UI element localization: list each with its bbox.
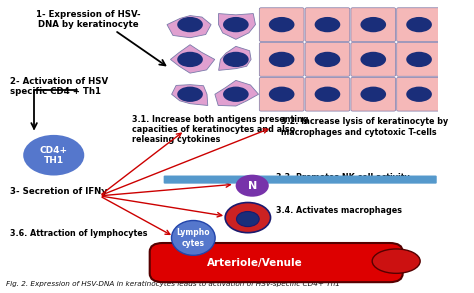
Ellipse shape	[223, 17, 249, 32]
Ellipse shape	[406, 52, 432, 67]
Ellipse shape	[223, 87, 249, 102]
Ellipse shape	[172, 221, 215, 255]
Text: 3- Secretion of IFNγ: 3- Secretion of IFNγ	[10, 187, 108, 196]
Text: Lympho
cytes: Lympho cytes	[176, 228, 210, 248]
FancyBboxPatch shape	[305, 77, 350, 111]
Polygon shape	[171, 45, 215, 73]
Ellipse shape	[269, 52, 294, 67]
Text: N: N	[247, 181, 257, 191]
FancyBboxPatch shape	[259, 77, 304, 111]
Circle shape	[23, 135, 84, 176]
Polygon shape	[219, 13, 255, 39]
Text: 3.6. Attraction of lymphocytes: 3.6. Attraction of lymphocytes	[10, 229, 147, 238]
FancyBboxPatch shape	[259, 42, 304, 76]
Ellipse shape	[177, 87, 203, 102]
Text: 3.4. Activates macrophages: 3.4. Activates macrophages	[276, 206, 402, 215]
FancyBboxPatch shape	[397, 8, 441, 41]
Text: 3.1. Increase both antigens presenting
capacities of keratinocytes and also
rele: 3.1. Increase both antigens presenting c…	[132, 115, 309, 144]
FancyBboxPatch shape	[305, 42, 350, 76]
FancyBboxPatch shape	[351, 77, 396, 111]
Ellipse shape	[406, 87, 432, 102]
FancyBboxPatch shape	[397, 77, 441, 111]
Ellipse shape	[360, 52, 386, 67]
FancyBboxPatch shape	[259, 8, 304, 41]
Polygon shape	[167, 16, 211, 38]
Ellipse shape	[177, 52, 203, 67]
Text: 3.2. Increase lysis of keratinocyte by
macrophages and cytotoxic T-cells: 3.2. Increase lysis of keratinocyte by m…	[281, 117, 448, 137]
Circle shape	[236, 175, 269, 197]
FancyBboxPatch shape	[397, 42, 441, 76]
Ellipse shape	[372, 249, 420, 273]
Polygon shape	[219, 46, 251, 70]
Text: Arteriole/Venule: Arteriole/Venule	[207, 258, 302, 268]
FancyBboxPatch shape	[305, 8, 350, 41]
Text: CD4+
TH1: CD4+ TH1	[40, 146, 68, 165]
Polygon shape	[172, 85, 208, 105]
FancyBboxPatch shape	[351, 42, 396, 76]
Ellipse shape	[315, 52, 340, 67]
FancyBboxPatch shape	[164, 176, 437, 184]
Ellipse shape	[315, 17, 340, 32]
Circle shape	[237, 212, 259, 226]
Ellipse shape	[269, 17, 294, 32]
Ellipse shape	[360, 17, 386, 32]
Text: Fig. 2. Expression of HSV-DNA in keratinocytes leads to activation of HSV-specif: Fig. 2. Expression of HSV-DNA in keratin…	[6, 281, 340, 287]
Ellipse shape	[406, 17, 432, 32]
Ellipse shape	[177, 17, 203, 32]
Ellipse shape	[269, 87, 294, 102]
Text: 3.3. Promotes NK cell activity: 3.3. Promotes NK cell activity	[276, 173, 410, 182]
Ellipse shape	[360, 87, 386, 102]
Text: 2- Activation of HSV
specific CD4 + Th1: 2- Activation of HSV specific CD4 + Th1	[10, 77, 108, 96]
FancyBboxPatch shape	[351, 8, 396, 41]
Circle shape	[225, 202, 271, 233]
Ellipse shape	[315, 87, 340, 102]
Ellipse shape	[223, 52, 249, 67]
Polygon shape	[215, 80, 258, 106]
FancyBboxPatch shape	[150, 243, 403, 282]
Text: 1- Expression of HSV-
DNA by keratinocyte: 1- Expression of HSV- DNA by keratinocyt…	[36, 10, 141, 30]
